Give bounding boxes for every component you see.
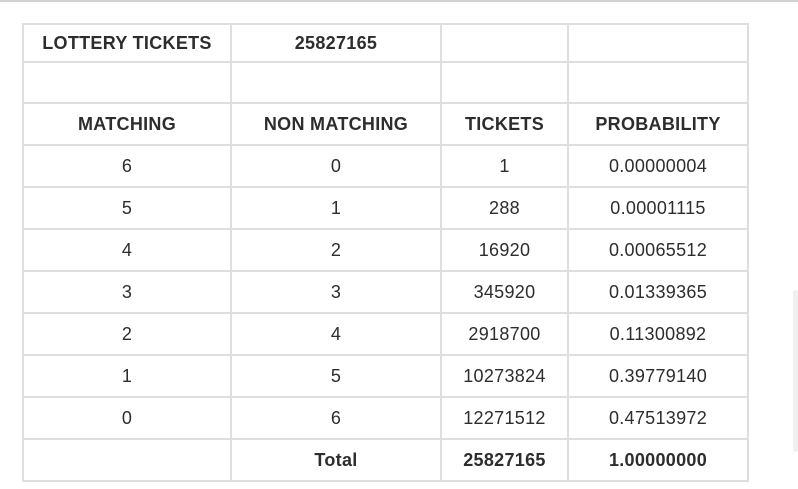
cell-non-matching: 1: [230, 186, 442, 230]
cell-non-matching: 2: [230, 228, 442, 272]
lottery-tickets-count: 25827165: [230, 23, 442, 63]
col-header-probability: PROBABILITY: [567, 102, 749, 146]
table-row: 5 1 288 0.00001115: [22, 186, 749, 230]
cell-tickets: 2918700: [440, 312, 569, 356]
cell-probability: 0.00000004: [567, 144, 749, 188]
info-row: LOTTERY TICKETS 25827165: [22, 23, 749, 63]
cell-matching: 4: [22, 228, 232, 272]
empty-cell: [567, 61, 749, 104]
header-row: MATCHING NON MATCHING TICKETS PROBABILIT…: [22, 102, 749, 146]
col-header-tickets: TICKETS: [440, 102, 569, 146]
cell-probability: 0.39779140: [567, 354, 749, 398]
table-row: 3 3 345920 0.01339365: [22, 270, 749, 314]
cell-probability: 0.00065512: [567, 228, 749, 272]
cell-non-matching: 3: [230, 270, 442, 314]
empty-cell: [22, 438, 232, 482]
empty-cell: [230, 61, 442, 104]
empty-cell: [567, 23, 749, 63]
table-row: 0 6 12271512 0.47513972: [22, 396, 749, 440]
cell-tickets: 16920: [440, 228, 569, 272]
total-tickets: 25827165: [440, 438, 569, 482]
scrollbar-thumb[interactable]: [793, 290, 798, 452]
cell-matching: 6: [22, 144, 232, 188]
cell-matching: 1: [22, 354, 232, 398]
total-row: Total 25827165 1.00000000: [22, 438, 749, 482]
cell-probability: 0.00001115: [567, 186, 749, 230]
col-header-matching: MATCHING: [22, 102, 232, 146]
cell-probability: 0.11300892: [567, 312, 749, 356]
lottery-probability-table: LOTTERY TICKETS 25827165 MATCHING NON MA…: [22, 23, 749, 482]
cell-non-matching: 6: [230, 396, 442, 440]
empty-cell: [440, 23, 569, 63]
cell-matching: 0: [22, 396, 232, 440]
spacer-row: [22, 61, 749, 104]
empty-cell: [22, 61, 232, 104]
table-row: 2 4 2918700 0.11300892: [22, 312, 749, 356]
cell-matching: 5: [22, 186, 232, 230]
top-divider: [0, 0, 798, 2]
cell-non-matching: 0: [230, 144, 442, 188]
cell-tickets: 12271512: [440, 396, 569, 440]
cell-tickets: 1: [440, 144, 569, 188]
empty-cell: [440, 61, 569, 104]
table-row: 6 0 1 0.00000004: [22, 144, 749, 188]
col-header-non-matching: NON MATCHING: [230, 102, 442, 146]
cell-non-matching: 5: [230, 354, 442, 398]
cell-matching: 2: [22, 312, 232, 356]
cell-matching: 3: [22, 270, 232, 314]
cell-tickets: 345920: [440, 270, 569, 314]
total-probability: 1.00000000: [567, 438, 749, 482]
cell-tickets: 10273824: [440, 354, 569, 398]
table-row: 1 5 10273824 0.39779140: [22, 354, 749, 398]
cell-probability: 0.01339365: [567, 270, 749, 314]
cell-probability: 0.47513972: [567, 396, 749, 440]
total-label: Total: [230, 438, 442, 482]
cell-non-matching: 4: [230, 312, 442, 356]
lottery-tickets-label: LOTTERY TICKETS: [22, 23, 232, 63]
cell-tickets: 288: [440, 186, 569, 230]
table-row: 4 2 16920 0.00065512: [22, 228, 749, 272]
